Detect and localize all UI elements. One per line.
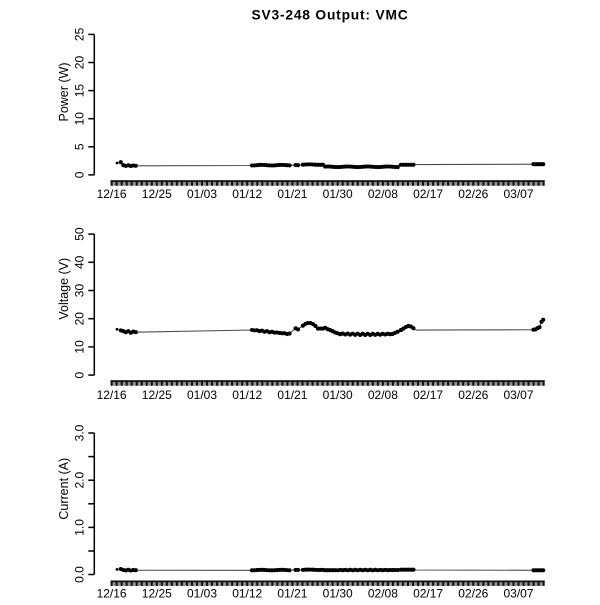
svg-text:02/17: 02/17 [413, 388, 443, 402]
svg-text:03/07: 03/07 [503, 187, 533, 201]
svg-text:01/12: 01/12 [232, 187, 262, 201]
svg-text:02/08: 02/08 [368, 587, 398, 600]
svg-text:02/08: 02/08 [368, 187, 398, 201]
svg-text:01/30: 01/30 [323, 388, 353, 402]
svg-text:50: 50 [73, 227, 87, 241]
svg-text:0: 0 [73, 371, 87, 378]
svg-text:01/21: 01/21 [277, 187, 307, 201]
svg-text:0: 0 [73, 171, 87, 178]
svg-text:02/26: 02/26 [458, 187, 488, 201]
svg-text:01/21: 01/21 [277, 388, 307, 402]
svg-text:25: 25 [73, 27, 87, 41]
svg-text:30: 30 [73, 284, 87, 298]
svg-text:12/16: 12/16 [97, 187, 127, 201]
svg-text:01/12: 01/12 [232, 388, 262, 402]
svg-text:01/30: 01/30 [323, 187, 353, 201]
svg-text:40: 40 [73, 255, 87, 269]
svg-text:12/25: 12/25 [142, 388, 172, 402]
svg-text:3.0: 3.0 [73, 424, 87, 441]
svg-text:02/17: 02/17 [413, 187, 443, 201]
svg-text:20: 20 [73, 312, 87, 326]
svg-text:01/21: 01/21 [277, 587, 307, 600]
svg-text:02/26: 02/26 [458, 587, 488, 600]
svg-text:15: 15 [73, 84, 87, 98]
svg-text:Current (A): Current (A) [57, 458, 71, 520]
svg-text:Power (W): Power (W) [57, 62, 71, 121]
svg-text:5: 5 [73, 143, 87, 150]
svg-text:10: 10 [73, 340, 87, 354]
svg-text:1.0: 1.0 [73, 519, 87, 536]
svg-text:01/30: 01/30 [323, 587, 353, 600]
svg-text:12/16: 12/16 [97, 587, 127, 600]
svg-text:12/16: 12/16 [97, 388, 127, 402]
svg-text:12/25: 12/25 [142, 587, 172, 600]
svg-text:SV3-248 Output: VMC: SV3-248 Output: VMC [251, 7, 408, 22]
svg-text:01/03: 01/03 [187, 587, 217, 600]
svg-text:02/17: 02/17 [413, 587, 443, 600]
svg-text:03/07: 03/07 [503, 587, 533, 600]
svg-text:01/03: 01/03 [187, 187, 217, 201]
svg-text:Voltage (V): Voltage (V) [57, 258, 71, 320]
svg-text:03/07: 03/07 [503, 388, 533, 402]
svg-text:20: 20 [73, 56, 87, 70]
svg-text:02/26: 02/26 [458, 388, 488, 402]
svg-text:02/08: 02/08 [368, 388, 398, 402]
svg-text:01/12: 01/12 [232, 587, 262, 600]
svg-text:0.0: 0.0 [73, 566, 87, 583]
svg-text:2.0: 2.0 [73, 472, 87, 489]
svg-text:01/03: 01/03 [187, 388, 217, 402]
svg-text:10: 10 [73, 112, 87, 126]
svg-text:12/25: 12/25 [142, 187, 172, 201]
